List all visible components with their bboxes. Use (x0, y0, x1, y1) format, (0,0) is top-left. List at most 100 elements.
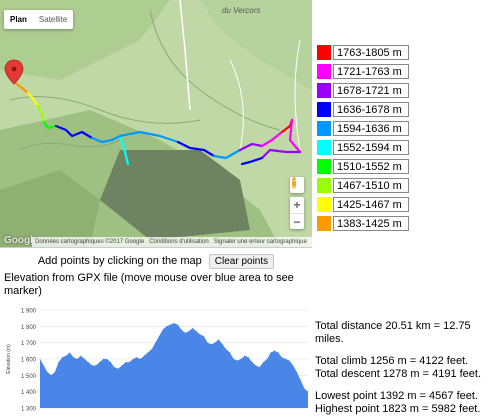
map[interactable]: Plan Satellite du Vercors + − Google Don… (0, 0, 312, 248)
elevation-point (266, 358, 268, 360)
map-type-control[interactable]: Plan Satellite (4, 10, 74, 29)
y-axis-label: Élévation (m) (5, 344, 12, 374)
elevation-point (136, 357, 138, 358)
elevation-point (99, 361, 100, 363)
map-canvas[interactable] (0, 0, 312, 247)
elevation-point (58, 361, 59, 363)
street-view-pegman-icon[interactable] (290, 177, 304, 193)
legend-swatch (317, 159, 331, 174)
map-type-plan-button[interactable]: Plan (10, 15, 27, 24)
elevation-point (169, 324, 171, 326)
elevation-legend: 1763-1805 m 1721-1763 m 1678-1721 m 1636-16… (317, 43, 409, 233)
legend-item: 1510-1552 m (317, 157, 409, 176)
clear-points-button[interactable]: Clear points (208, 254, 275, 269)
map-type-satellite-button[interactable]: Satellite (38, 15, 68, 24)
y-tick-label: 1 800 (21, 325, 37, 331)
elevation-point (207, 342, 208, 344)
legend-item: 1425-1467 m (317, 195, 409, 214)
elevation-point (188, 330, 190, 332)
elevation-point (296, 371, 298, 373)
legend-item: 1721-1763 m (317, 62, 409, 81)
elevation-point (47, 371, 48, 373)
elevation-point (184, 332, 186, 334)
elevation-point (262, 361, 264, 363)
zoom-in-button[interactable]: + (290, 197, 304, 214)
elevation-point (281, 357, 283, 358)
legend-item: 1763-1805 m (317, 43, 409, 62)
elevation-point (173, 322, 175, 324)
elevation-point (102, 358, 104, 360)
report-error-link[interactable]: Signaler une erreur cartographique (213, 239, 307, 245)
map-attribution: Google Données cartographiques ©2017 Goo… (0, 235, 312, 247)
total-descent: Total descent 1278 m = 4191 feet. (315, 368, 482, 380)
map-data-credits: Données cartographiques ©2017 Google (35, 239, 145, 245)
elevation-point (54, 371, 56, 373)
elevation-area[interactable] (40, 323, 308, 408)
elevation-chart[interactable]: 1 300 1 400 1 500 1 600 1 700 1 800 1 900 Éléva… (0, 300, 312, 417)
legend-label: 1678-1721 m (333, 83, 409, 98)
legend-swatch (317, 64, 331, 79)
zoom-control[interactable]: + − (290, 197, 304, 229)
zoom-out-button[interactable]: − (293, 215, 301, 229)
elevation-point (251, 361, 253, 363)
elevation-point (274, 350, 275, 352)
y-tick-label: 1 600 (21, 358, 37, 364)
elevation-point (73, 357, 74, 358)
elevation-point (233, 358, 235, 360)
y-tick-label: 1 300 (21, 407, 37, 413)
elevation-point (289, 360, 290, 361)
elevation-point (214, 342, 216, 344)
legend-swatch (317, 216, 331, 231)
elevation-point (80, 355, 82, 357)
elevation-point (143, 355, 145, 357)
legend-label: 1636-1678 m (333, 102, 409, 117)
elevation-point (121, 365, 123, 366)
elevation-point (114, 366, 115, 368)
elevation-point (199, 334, 201, 335)
elevation-point (203, 335, 205, 337)
total-climb: Total climb 1256 m = 4122 feet. (315, 355, 469, 367)
elevation-point (303, 388, 305, 389)
elevation-point (181, 329, 182, 330)
highest-point: Highest point 1823 m = 5982 feet. (315, 403, 481, 415)
route-stats: Total distance 20.51 km = 12.75 miles. T… (315, 320, 502, 416)
legend-label: 1552-1594 m (333, 140, 409, 155)
legend-label: 1467-1510 m (333, 178, 409, 193)
elevation-point (277, 352, 279, 353)
legend-swatch (317, 121, 331, 136)
elevation-point (147, 352, 149, 353)
elevation-point (43, 365, 45, 366)
elevation-point (210, 343, 212, 345)
lowest-point: Lowest point 1392 m = 4567 feet. (315, 390, 478, 402)
elevation-point (259, 366, 260, 368)
map-marker-icon[interactable] (4, 59, 24, 85)
legend-label: 1763-1805 m (333, 45, 409, 60)
elevation-point (88, 361, 89, 363)
elevation-point (236, 360, 238, 361)
legend-item: 1678-1721 m (317, 81, 409, 100)
elevation-title: Elevation from GPX file (move mouse over… (4, 272, 294, 297)
elevation-point (244, 355, 246, 357)
elevation-point (91, 365, 93, 366)
y-tick-label: 1 900 (21, 309, 37, 315)
elevation-point (84, 358, 86, 360)
legend-item: 1467-1510 m (317, 176, 409, 195)
elevation-point (69, 352, 71, 353)
legend-item: 1594-1636 m (317, 119, 409, 138)
add-points-instruction: Add points by clicking on the map (37, 255, 202, 267)
elevation-point (50, 374, 52, 376)
elevation-point (307, 391, 309, 393)
legend-item: 1383-1425 m (317, 214, 409, 233)
terms-link[interactable]: Conditions d'utilisation (149, 239, 209, 245)
elevation-point (229, 352, 231, 353)
legend-swatch (317, 140, 331, 155)
elevation-point (255, 365, 257, 366)
elevation-point (300, 379, 301, 381)
legend-item: 1636-1678 m (317, 100, 409, 119)
legend-label: 1383-1425 m (333, 216, 409, 231)
google-logo[interactable]: Google (4, 235, 39, 246)
elevation-point (76, 358, 78, 360)
elevation-point (125, 361, 126, 363)
elevation-point (110, 361, 112, 363)
elevation-point (270, 352, 272, 353)
